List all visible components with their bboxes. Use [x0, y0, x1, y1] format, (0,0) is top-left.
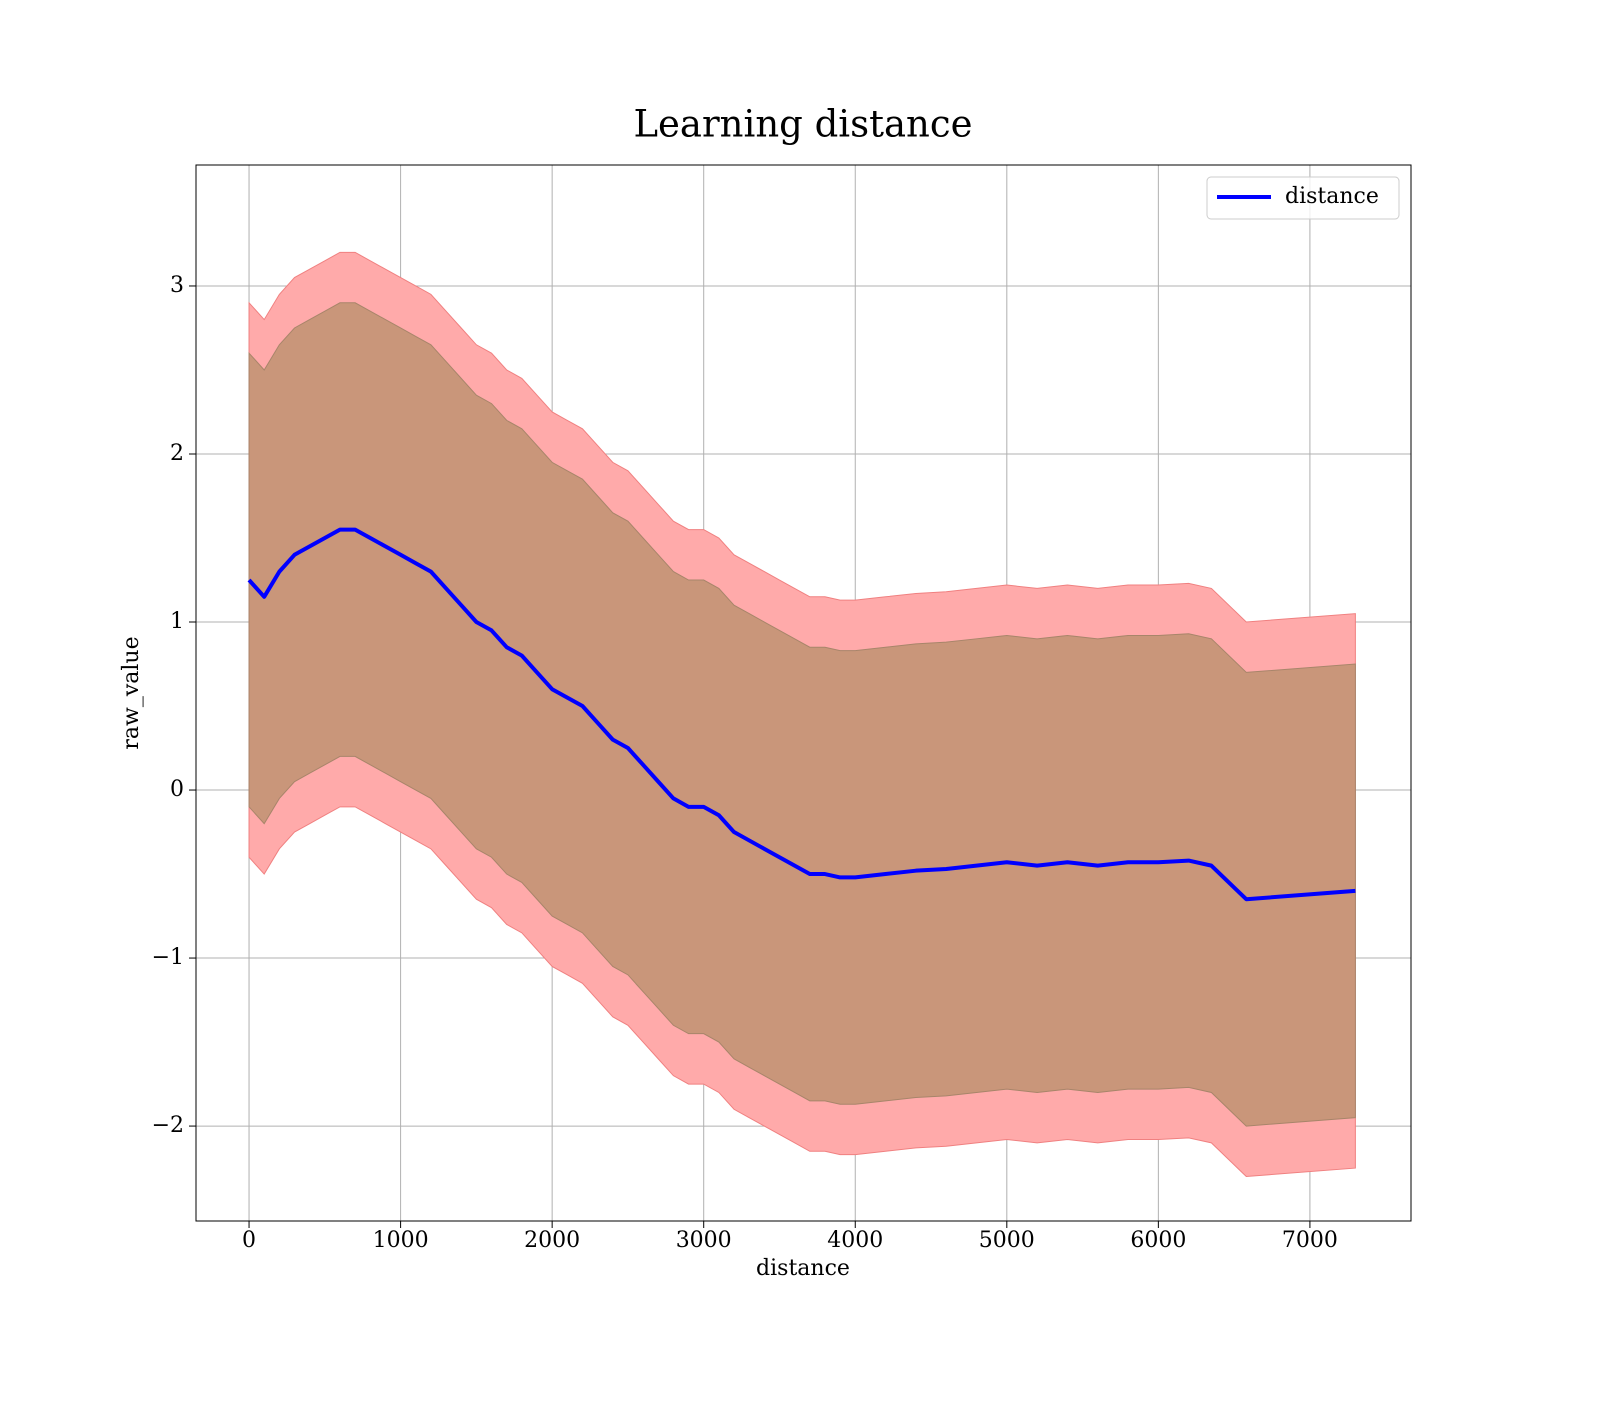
x-tick-label: 4000: [827, 1228, 883, 1253]
y-axis-label: raw_value: [119, 636, 144, 749]
chart-title: Learning distance: [633, 103, 972, 146]
plot-area: 0 1000 2000 3000 4000 5000 6000 7000 −2 −1 0 1 2 3 dis…: [152, 164, 1412, 1253]
legend-label: distance: [1285, 184, 1379, 209]
y-tick-label: 2: [170, 441, 184, 466]
x-tick-label: 5000: [979, 1228, 1035, 1253]
x-tick-label: 1000: [373, 1228, 429, 1253]
y-tick-label: 3: [170, 273, 184, 298]
x-tick-label: 7000: [1282, 1228, 1338, 1253]
x-tick-label: 3000: [676, 1228, 732, 1253]
x-tick-label: 6000: [1130, 1228, 1186, 1253]
x-tick-label: 2000: [524, 1228, 580, 1253]
y-tick-label: 0: [170, 777, 184, 802]
legend-box: [1206, 176, 1400, 220]
axes-frame: [195, 164, 1412, 1222]
y-tick-label: 1: [170, 609, 184, 634]
y-tick-label: −2: [152, 1113, 184, 1138]
x-tick-label: 0: [242, 1228, 256, 1253]
x-axis-label: distance: [756, 1256, 850, 1281]
band: [248, 302, 1356, 1127]
y-tick-label: −1: [152, 945, 184, 970]
line: [247, 527, 1356, 902]
